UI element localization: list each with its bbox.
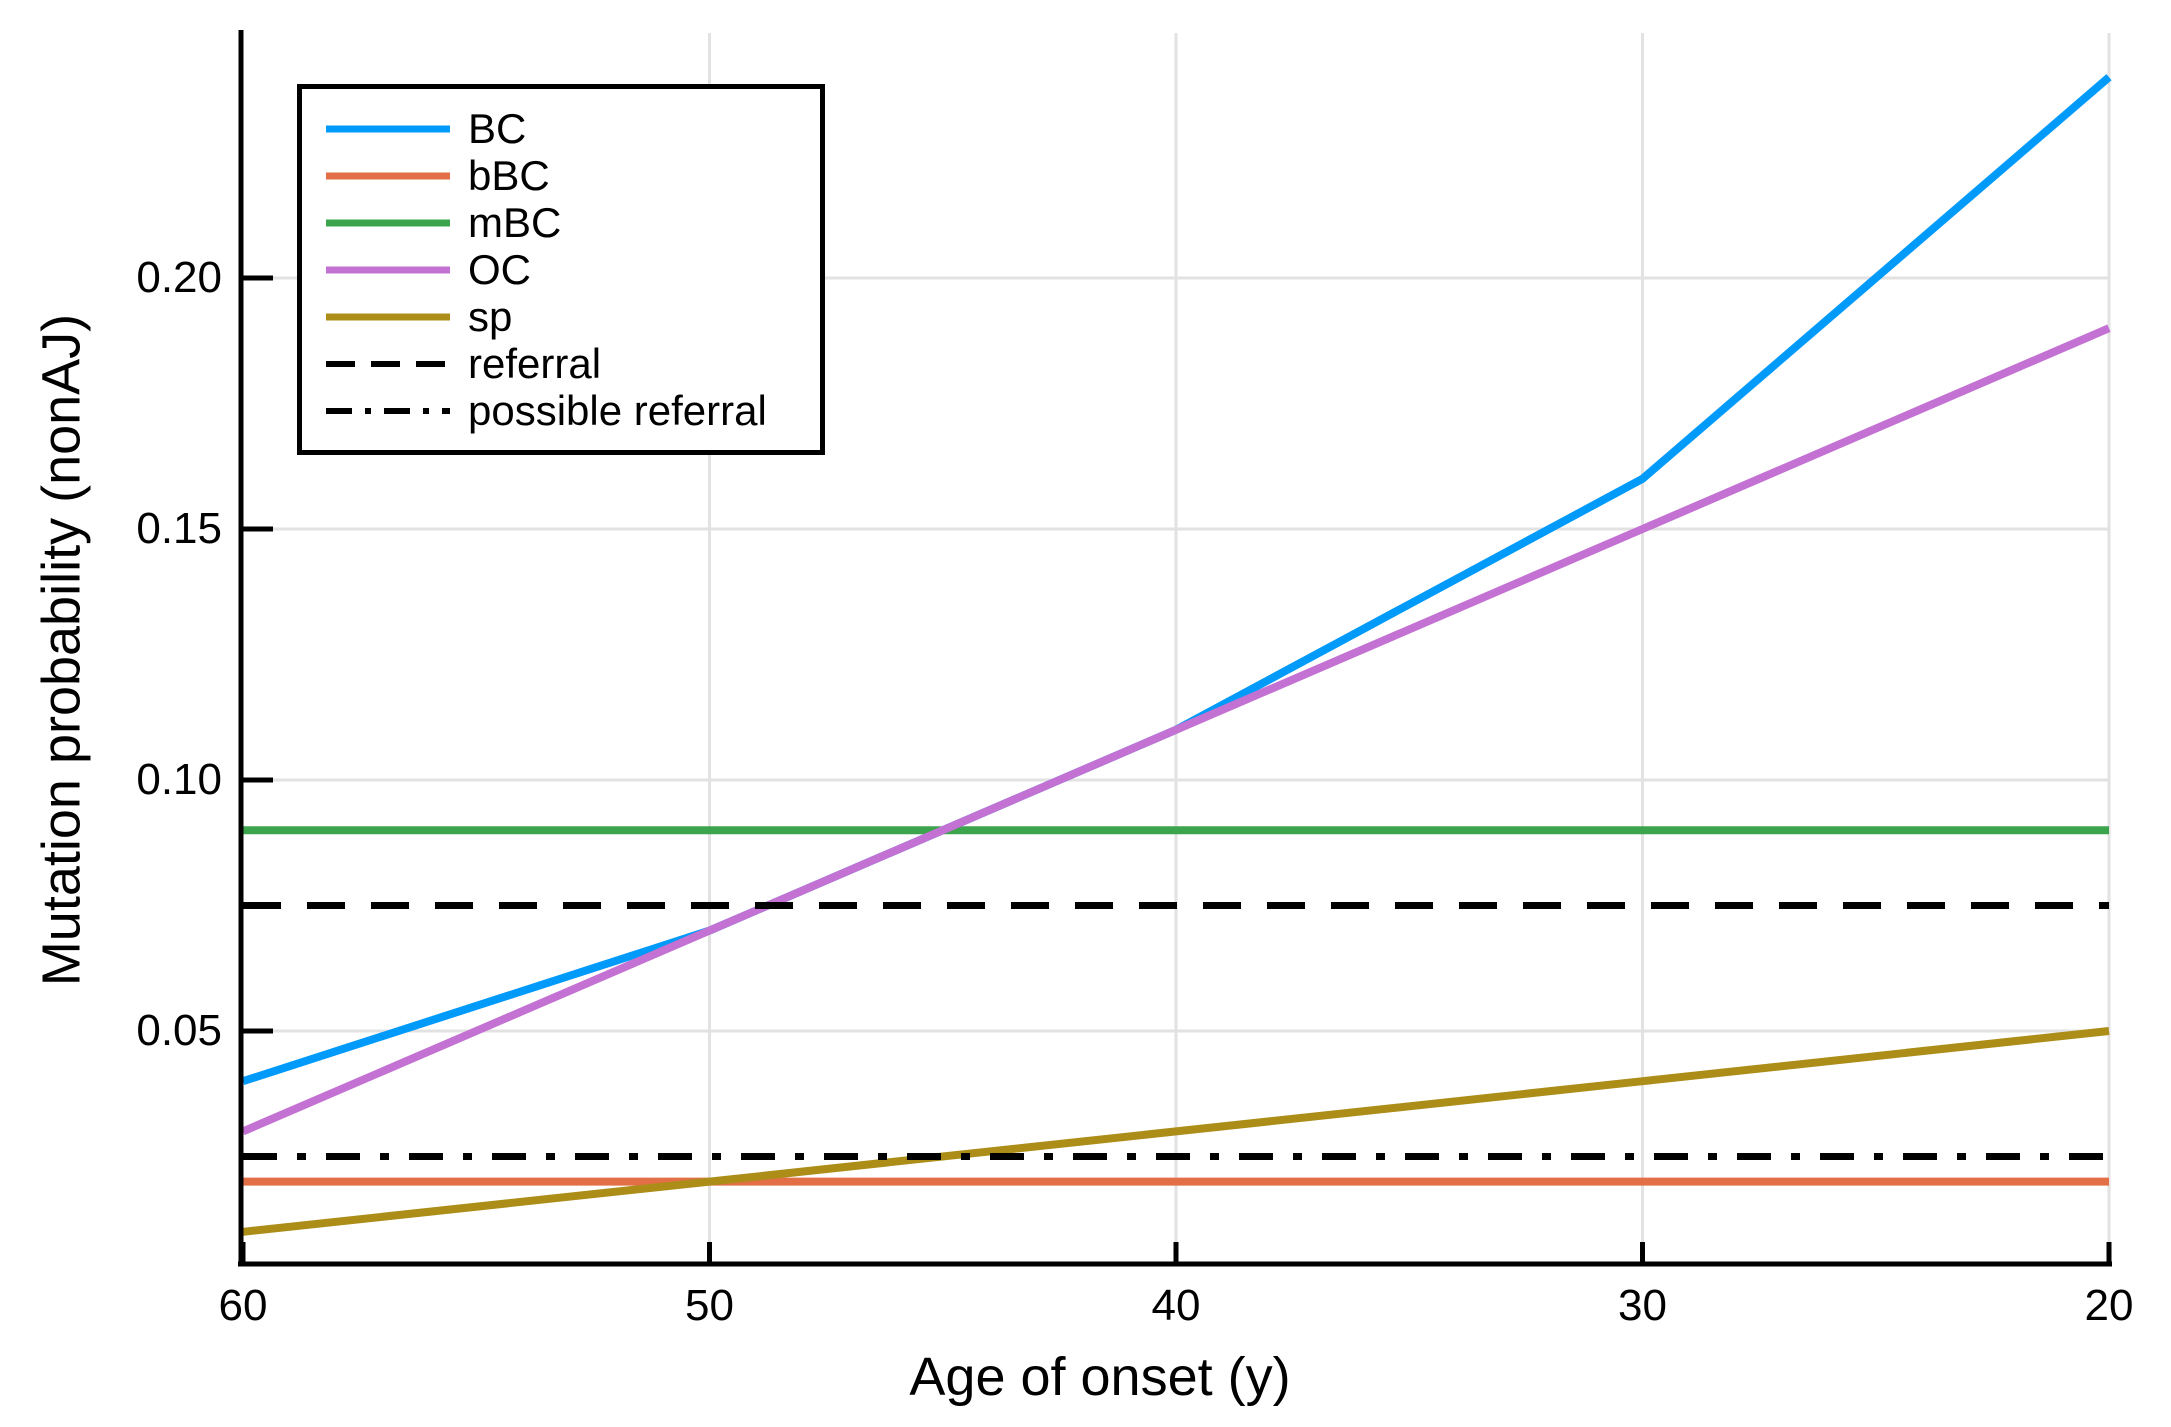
- legend-label: possible referral: [468, 386, 767, 434]
- y-tick-label: 0.10: [136, 755, 222, 804]
- x-tick-label: 30: [1618, 1281, 1667, 1330]
- x-tick-label: 40: [1151, 1281, 1201, 1330]
- y-tick-label: 0.20: [136, 253, 222, 302]
- legend-line-sample: [326, 313, 450, 320]
- legend-line-sample: [326, 266, 450, 273]
- legend-item: OC: [326, 246, 820, 293]
- y-tick-label: 0.15: [136, 504, 222, 553]
- legend-line-sample: [326, 407, 450, 414]
- x-axis-title: Age of onset (y): [909, 1347, 1291, 1407]
- y-axis-title: Mutation probability (nonAJ): [31, 313, 92, 987]
- series-line-sp: [242, 1027, 2110, 1236]
- legend-item: sp: [326, 293, 820, 340]
- legend-line-sample: [326, 219, 450, 226]
- x-tick-label: 50: [685, 1281, 734, 1330]
- series-line-OC: [241, 324, 2111, 1136]
- legend-item: mBC: [326, 199, 820, 246]
- legend-label: sp: [468, 292, 513, 340]
- legend-line-sample: [326, 360, 450, 367]
- legend-line-sample: [326, 125, 450, 132]
- legend-label: mBC: [468, 198, 562, 246]
- legend-label: OC: [468, 245, 531, 293]
- x-tick-label: 20: [2084, 1281, 2134, 1330]
- legend-label: bBC: [468, 151, 550, 199]
- legend: BC bBC mBC OC sp referral possible referral: [297, 84, 825, 455]
- legend-item: bBC: [326, 152, 820, 199]
- y-tick-label: 0.05: [136, 1006, 222, 1055]
- legend-line-sample: [326, 172, 450, 179]
- legend-label: referral: [468, 339, 602, 387]
- legend-label: BC: [468, 104, 527, 152]
- legend-item: referral: [326, 340, 820, 387]
- x-tick-label: 60: [218, 1281, 268, 1330]
- legend-item: possible referral: [326, 387, 820, 434]
- legend-item: BC: [326, 105, 820, 152]
